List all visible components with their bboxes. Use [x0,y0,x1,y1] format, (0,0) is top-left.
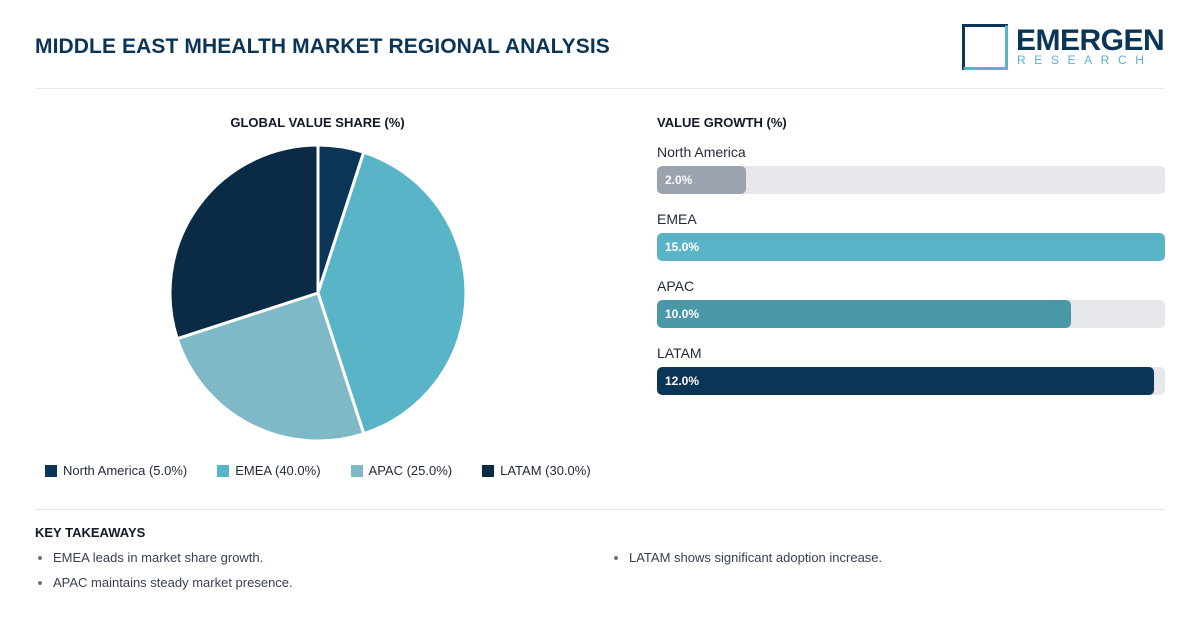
bar-row-apac: APAC 10.0% [657,278,1165,328]
pie-slice-emea [316,150,468,436]
legend-swatch [45,464,57,477]
page-title: MIDDLE EAST MHEALTH MARKET REGIONAL ANAL… [35,35,610,58]
bar-value-label: 10.0% [665,307,700,321]
legend-item: LATAM (30.0%) [482,463,591,478]
takeaway-item: EMEA leads in market share growth. [35,549,293,574]
bar-category-label: APAC [657,278,695,294]
bar-row-north-america: North America 2.0% [657,144,1165,194]
pie-slice-latam [168,143,320,341]
legend-label: LATAM (30.0%) [500,463,591,478]
legend-item: North America (5.0%) [45,463,187,478]
bar-fill [657,166,746,194]
bar-chart-title: VALUE GROWTH (%) [657,115,787,130]
section-divider [35,509,1165,510]
pie-legend: North America (5.0%) EMEA (40.0%) APAC (25… [45,463,621,478]
takeaway-item: LATAM shows significant adoption increas… [611,549,882,574]
pie-chart [168,143,468,443]
legend-label: APAC (25.0%) [368,463,453,478]
legend-swatch [217,464,230,477]
bar-fill [657,233,1165,261]
legend-swatch [482,464,495,477]
takeaways-list-left: EMEA leads in market share growth. APAC … [35,549,293,599]
bar-value-label: 15.0% [665,240,700,254]
key-takeaways-title: KEY TAKEAWAYS [35,525,146,540]
takeaway-item: APAC maintains steady market presence. [35,574,293,599]
bar-category-label: LATAM [657,345,702,361]
legend-label: North America (5.0%) [63,463,188,478]
bar-track: 2.0% [657,166,1165,194]
bar-track: 15.0% [657,233,1165,261]
pie-chart-title: GLOBAL VALUE SHARE (%) [230,115,405,130]
logo-subtitle: RESEARCH [1017,53,1153,67]
takeaways-list-right: LATAM shows significant adoption increas… [611,549,882,574]
bar-value-label: 12.0% [665,374,700,388]
bar-fill [657,367,1154,395]
pie-slice-apac [175,291,366,443]
legend-swatch [350,464,363,477]
logo-wordmark: EMERGEN [1016,24,1165,57]
bar-category-label: EMEA [657,211,697,227]
bar-track: 12.0% [657,367,1165,395]
header-divider [35,88,1165,89]
legend-item: EMEA (40.0%) [217,463,321,478]
legend-item: APAC (25.0%) [350,463,453,478]
legend-label: EMEA (40.0%) [235,463,321,478]
emergen-logo: EMERGEN RESEARCH [962,24,1165,72]
bar-track: 10.0% [657,300,1165,328]
bar-row-latam: LATAM 12.0% [657,345,1165,395]
bar-value-label: 2.0% [665,173,693,187]
bar-category-label: North America [657,144,746,160]
bar-fill [657,300,1071,328]
logo-mark-icon [962,24,1008,70]
bar-row-emea: EMEA 15.0% [657,211,1165,261]
